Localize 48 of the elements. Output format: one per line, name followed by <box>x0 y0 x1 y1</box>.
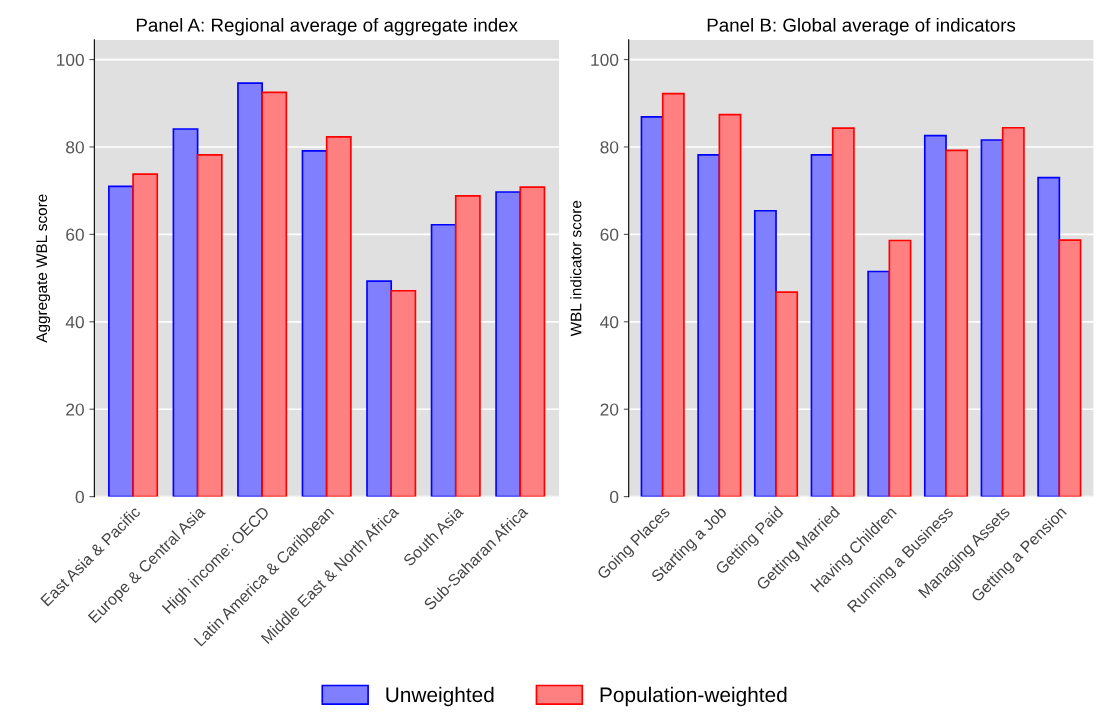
bar <box>661 92 685 497</box>
bar <box>390 289 417 497</box>
legend-label: Unweighted <box>386 686 494 707</box>
y-tick-label: 20 <box>600 403 619 416</box>
y-axis-title: Aggregate WBL score <box>36 194 51 343</box>
bar <box>697 153 721 497</box>
bar <box>301 150 328 497</box>
y-tick-label: 80 <box>600 141 619 154</box>
bar <box>810 153 834 497</box>
bar <box>495 191 522 497</box>
bar <box>1037 176 1061 497</box>
bar <box>1058 239 1082 497</box>
y-axis-title: WBL indicator score <box>570 200 582 337</box>
bar <box>888 239 912 497</box>
bar <box>172 128 199 497</box>
bar <box>237 82 263 497</box>
bar <box>519 186 546 497</box>
y-tick-label: 100 <box>591 53 619 67</box>
y-tick-label: 60 <box>66 228 84 241</box>
bar <box>430 223 457 497</box>
bar <box>945 149 969 497</box>
chart-title: Panel B: Global average of indicators <box>707 17 1016 36</box>
bar <box>640 115 664 497</box>
bar <box>753 209 777 497</box>
bar <box>980 139 1004 497</box>
bar <box>261 91 288 497</box>
y-tick-label: 0 <box>610 490 619 504</box>
bar <box>132 173 159 497</box>
bar <box>923 134 947 497</box>
bar <box>867 270 891 497</box>
bar <box>775 291 799 497</box>
bar <box>366 280 393 497</box>
y-tick-label: 20 <box>66 403 84 416</box>
bar <box>454 195 481 497</box>
bar <box>1001 126 1025 497</box>
bar <box>831 127 855 497</box>
y-tick-label: 100 <box>56 53 84 67</box>
y-tick-label: 40 <box>600 315 619 329</box>
bar <box>108 185 134 497</box>
chart-title: Panel A: Regional average of aggregate index <box>136 17 518 36</box>
legend-label: Population-weighted <box>600 686 787 707</box>
bar <box>325 136 352 497</box>
bar <box>196 153 223 497</box>
y-tick-label: 60 <box>600 228 619 241</box>
y-tick-label: 80 <box>66 141 84 154</box>
y-tick-label: 40 <box>65 315 84 329</box>
y-tick-label: 0 <box>75 490 84 504</box>
bar <box>718 113 742 497</box>
